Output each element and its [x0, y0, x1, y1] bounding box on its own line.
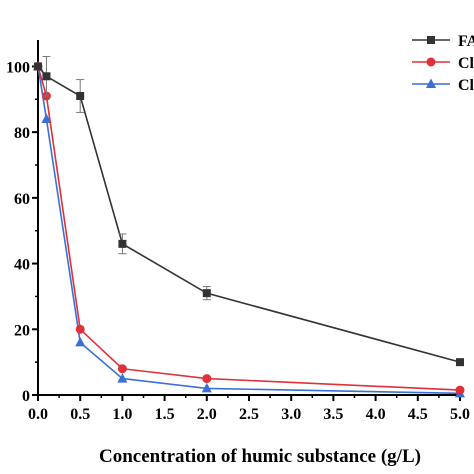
- series-line: [37, 66, 461, 391]
- y-tick-label: 40: [14, 257, 30, 274]
- series-circle: [33, 61, 465, 395]
- x-tick-label: 1.5: [155, 406, 175, 423]
- y-tick-label: 100: [6, 59, 30, 76]
- data-point-circle: [75, 324, 85, 334]
- data-point-triangle: [426, 78, 436, 88]
- y-tick-label: 80: [14, 125, 30, 142]
- x-tick-label: 2.5: [239, 406, 259, 423]
- x-tick-label: 4.0: [366, 406, 386, 423]
- data-point-circle: [202, 374, 212, 384]
- data-point-square: [456, 358, 464, 367]
- axes-layer: 0.0 0.5 1.0 1.5 2.0 2.5 3.0 3.5 4.0 4.5 5.0 0 20 40 60…: [6, 40, 470, 423]
- series-triangle: [33, 60, 465, 398]
- data-point-square: [34, 62, 42, 71]
- data-point-triangle: [117, 373, 128, 383]
- data-point-square: [202, 289, 211, 298]
- data-point-triangle: [75, 336, 86, 347]
- data-point-square: [118, 239, 127, 248]
- x-tick-label: 3.0: [281, 406, 301, 423]
- data-point-square: [427, 36, 435, 44]
- x-tick-label: 5.0: [450, 406, 470, 423]
- legend-label: FA: [458, 33, 474, 50]
- x-tick-label: 0.0: [28, 406, 48, 423]
- x-tick-label: 2.0: [197, 406, 217, 423]
- data-point-triangle: [41, 113, 52, 123]
- y-tick-label: 60: [14, 191, 30, 208]
- data-point-circle: [426, 57, 436, 67]
- x-tick-label: 4.5: [408, 406, 428, 423]
- data-point-triangle: [201, 382, 212, 393]
- x-tick-label: 1.0: [112, 406, 132, 423]
- x-axis-label: Concentration of humic substance (g/L): [99, 446, 421, 467]
- series-square: [34, 56, 464, 367]
- legend-label: Cl: [458, 77, 474, 94]
- data-point-circle: [455, 385, 465, 395]
- y-tick-label: 20: [14, 322, 30, 339]
- legend-label: Cl: [458, 55, 474, 72]
- series-line: [37, 66, 461, 395]
- y-tick-label: 0: [22, 388, 30, 405]
- data-point-circle: [117, 364, 127, 374]
- x-tick-label: 0.5: [70, 406, 90, 423]
- data-point-square: [76, 92, 85, 100]
- x-tick-label: 3.5: [323, 406, 343, 423]
- legend: FA Cl Cl: [412, 33, 474, 94]
- data-point-square: [42, 72, 51, 81]
- series-layer: [33, 56, 465, 398]
- series-line: [37, 65, 461, 363]
